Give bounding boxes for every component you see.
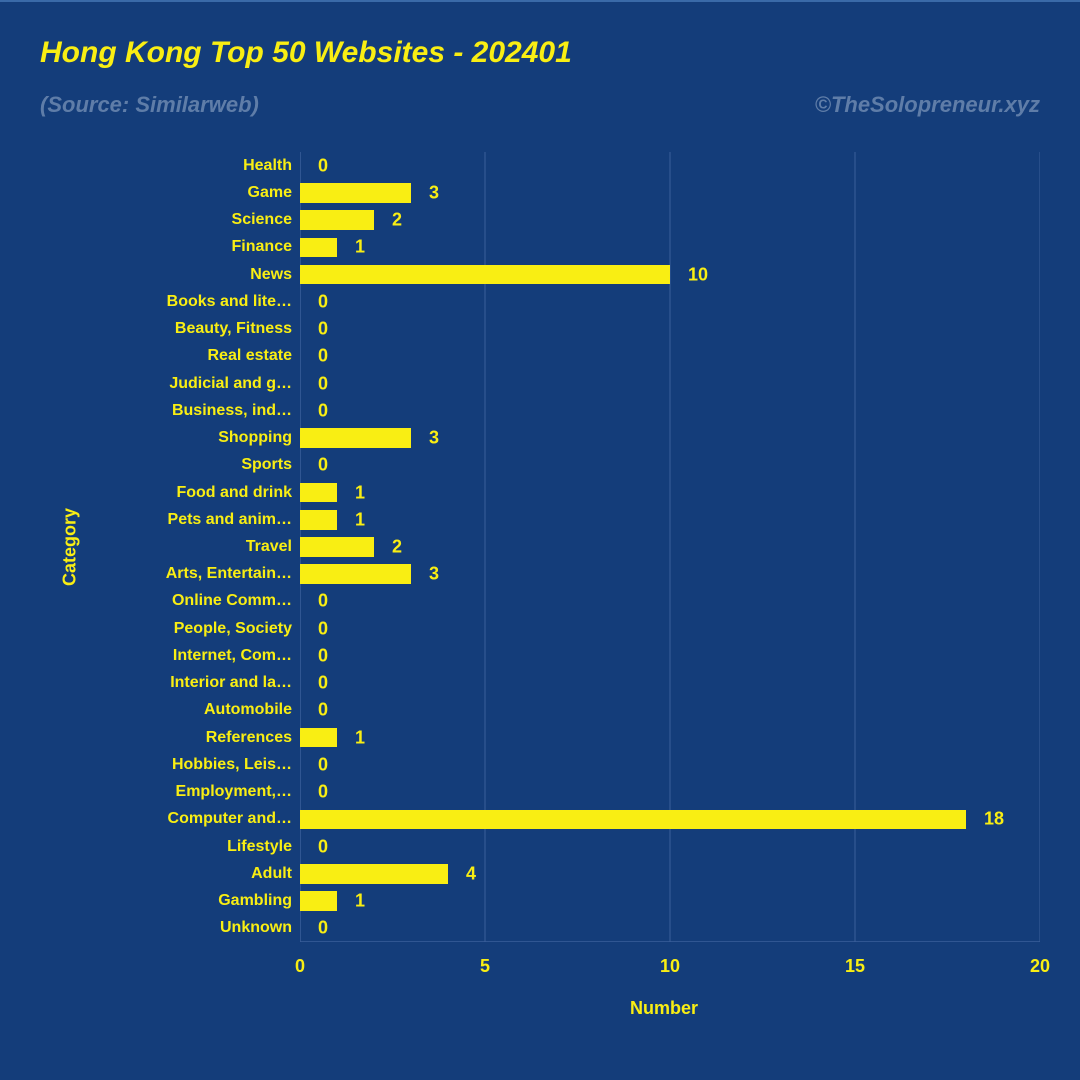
y-axis-label: Sports (241, 456, 292, 474)
x-axis-tick-label: 5 (480, 956, 490, 977)
y-axis-label: Real estate (208, 347, 293, 365)
x-axis-tick-label: 10 (660, 956, 680, 977)
chart-copyright: ©TheSolopreneur.xyz (815, 92, 1040, 118)
bar (300, 810, 966, 830)
y-axis-label: Shopping (218, 429, 292, 447)
y-axis-label: Judicial and g… (169, 375, 292, 393)
y-axis-label: Finance (232, 238, 292, 256)
bar-value-label: 0 (318, 373, 328, 394)
plot-area: HealthGameScienceFinanceNewsBooks and li… (300, 152, 1040, 942)
bar (300, 183, 411, 203)
bar-value-label: 1 (355, 891, 365, 912)
y-axis-label: Lifestyle (227, 838, 292, 856)
bar-value-label: 1 (355, 727, 365, 748)
bar-value-label: 18 (984, 809, 1004, 830)
bar (300, 428, 411, 448)
y-axis-label: Books and lite… (167, 293, 292, 311)
bar-value-label: 0 (318, 155, 328, 176)
bar (300, 238, 337, 258)
bar-value-label: 0 (318, 754, 328, 775)
bar-value-label: 2 (392, 537, 402, 558)
y-axis-label: Gambling (218, 892, 292, 910)
bar (300, 564, 411, 584)
bar-value-label: 0 (318, 673, 328, 694)
bar-value-label: 0 (318, 591, 328, 612)
bar-value-label: 3 (429, 564, 439, 585)
bar-value-label: 0 (318, 918, 328, 939)
bar-value-label: 1 (355, 237, 365, 258)
x-axis-tick-label: 20 (1030, 956, 1050, 977)
chart-title: Hong Kong Top 50 Websites - 202401 (40, 36, 572, 70)
chart-subtitle: (Source: Similarweb) (40, 92, 259, 118)
y-axis-label: Food and drink (176, 484, 292, 502)
bar-value-label: 0 (318, 346, 328, 367)
chart-frame: Hong Kong Top 50 Websites - 202401 (Sour… (0, 0, 1080, 1080)
x-axis-title: Number (630, 998, 698, 1019)
bar-value-label: 1 (355, 509, 365, 530)
y-axis-label: References (206, 729, 292, 747)
bar-value-label: 0 (318, 291, 328, 312)
y-axis-label: Business, ind… (172, 402, 292, 420)
bar (300, 728, 337, 748)
y-axis-label: Automobile (204, 701, 292, 719)
y-axis-label: Online Comm… (172, 592, 292, 610)
bar (300, 483, 337, 503)
x-axis-tick-label: 0 (295, 956, 305, 977)
bar (300, 210, 374, 230)
y-axis-label: Adult (251, 865, 292, 883)
y-axis-label: News (250, 266, 292, 284)
bar-value-label: 3 (429, 182, 439, 203)
bar-value-label: 0 (318, 400, 328, 421)
bar (300, 265, 670, 285)
y-axis-label: Employment,… (176, 783, 292, 801)
y-axis-label: Hobbies, Leis… (172, 756, 292, 774)
bar-value-label: 0 (318, 455, 328, 476)
bar-value-label: 0 (318, 700, 328, 721)
y-axis-label: Travel (246, 538, 292, 556)
bar-value-label: 0 (318, 782, 328, 803)
bar-value-label: 0 (318, 319, 328, 340)
y-axis-label: Pets and anim… (168, 511, 292, 529)
bar-value-label: 2 (392, 210, 402, 231)
bar (300, 537, 374, 557)
y-axis-title: Category (60, 508, 81, 586)
y-axis-label: Game (248, 184, 292, 202)
bar-value-label: 1 (355, 482, 365, 503)
y-axis-label: Interior and la… (170, 674, 292, 692)
y-axis-label: Arts, Entertain… (166, 565, 292, 583)
y-axis-label: Beauty, Fitness (175, 320, 292, 338)
bar-value-label: 0 (318, 645, 328, 666)
y-axis-label: Unknown (220, 919, 292, 937)
x-axis-tick-label: 15 (845, 956, 865, 977)
bar-value-label: 0 (318, 836, 328, 857)
bar-value-label: 4 (466, 863, 476, 884)
y-axis-label: Science (232, 211, 292, 229)
bar (300, 864, 448, 884)
y-axis-label: People, Society (174, 620, 292, 638)
bar (300, 510, 337, 530)
y-axis-label: Health (243, 157, 292, 175)
bar-value-label: 0 (318, 618, 328, 639)
bar-value-label: 3 (429, 428, 439, 449)
bar (300, 891, 337, 911)
y-axis-label: Computer and… (168, 810, 292, 828)
bar-value-label: 10 (688, 264, 708, 285)
y-axis-label: Internet, Com… (173, 647, 292, 665)
